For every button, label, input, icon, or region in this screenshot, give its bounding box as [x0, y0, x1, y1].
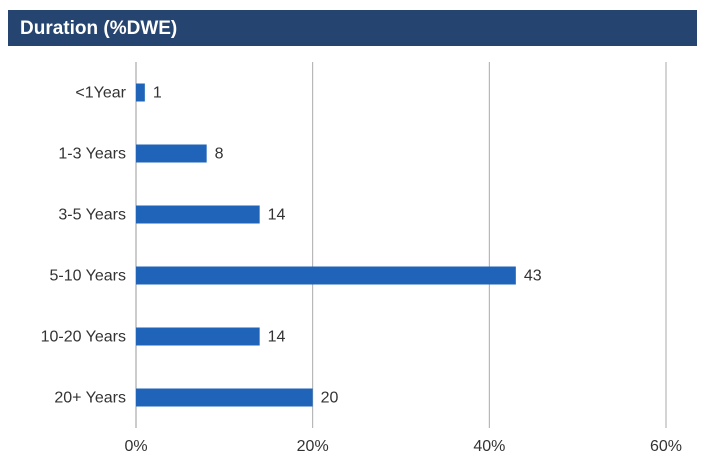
value-label: 14	[268, 207, 286, 224]
y-tick-label: <1Year	[75, 85, 126, 102]
bar	[136, 144, 207, 163]
bar	[136, 266, 516, 285]
x-tick-label: 40%	[473, 438, 505, 455]
y-tick-label: 10-20 Years	[41, 329, 126, 346]
x-tick-label: 60%	[650, 438, 682, 455]
value-label: 1	[153, 85, 162, 102]
chart-title: Duration (%DWE)	[20, 18, 177, 39]
value-label: 14	[268, 329, 286, 346]
value-label: 20	[321, 390, 339, 407]
y-tick-label: 5-10 Years	[49, 268, 126, 285]
title-bar	[8, 10, 697, 46]
value-label: 8	[215, 146, 224, 163]
value-label: 43	[524, 268, 542, 285]
bar	[136, 205, 260, 224]
x-tick-label: 0%	[124, 438, 147, 455]
bar	[136, 388, 313, 407]
x-tick-label: 20%	[297, 438, 329, 455]
y-tick-label: 1-3 Years	[58, 146, 126, 163]
bar	[136, 83, 145, 102]
y-tick-label: 3-5 Years	[58, 207, 126, 224]
bar	[136, 327, 260, 346]
y-tick-label: 20+ Years	[54, 390, 126, 407]
